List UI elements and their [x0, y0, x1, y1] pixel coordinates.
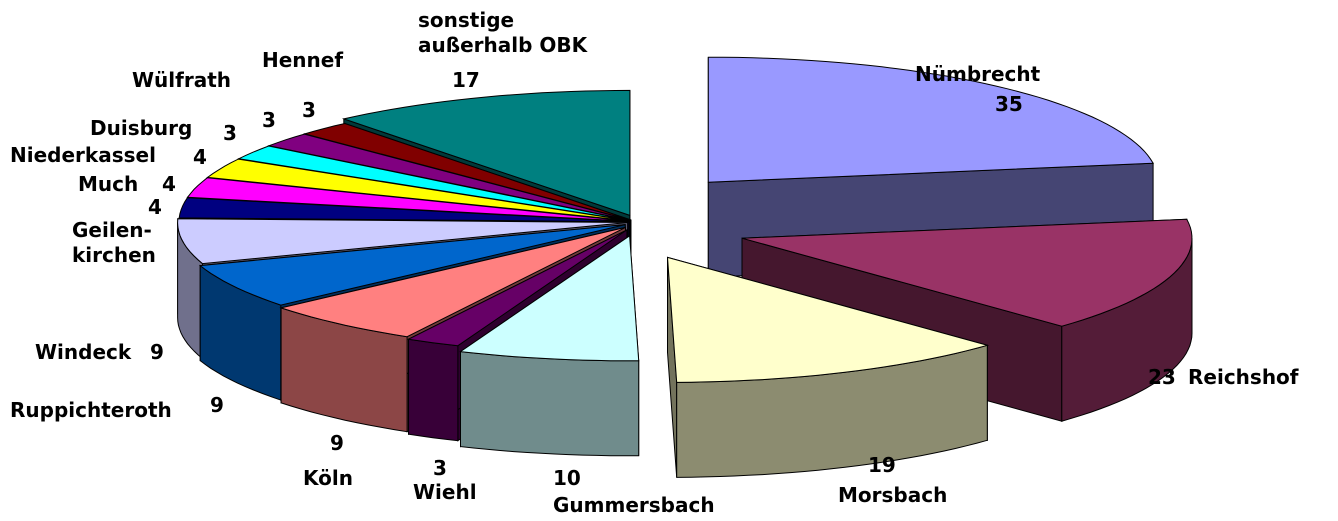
slice-top: [186, 177, 630, 222]
slice-name: Reichshof: [1188, 365, 1299, 389]
slice: [459, 234, 640, 457]
slice-name: Geilen- kirchen: [72, 218, 156, 267]
slice-name: Duisburg: [90, 116, 193, 140]
slice: [666, 256, 990, 478]
slice-value: 19: [868, 453, 896, 477]
slice-value: 3: [262, 108, 276, 132]
slice-top: [177, 218, 628, 265]
slice-value: 4: [148, 195, 162, 219]
slice-name: Nümbrecht: [915, 62, 1041, 86]
slice-name: Wülfrath: [132, 68, 232, 92]
slice-value: 10: [553, 466, 581, 490]
slice-value: 3: [223, 121, 237, 145]
slice-top: [406, 229, 628, 347]
slice-top: [341, 89, 631, 217]
slice-top: [459, 234, 640, 362]
slice-name: Windeck: [35, 340, 132, 364]
slice-value: 23: [1148, 365, 1176, 389]
slice-name: Köln: [303, 466, 353, 490]
slice-name: Niederkassel: [10, 143, 156, 167]
slice-name: Ruppichteroth: [10, 398, 172, 422]
slice-wall: [408, 338, 459, 442]
slice-top: [279, 226, 626, 338]
slice-value: 9: [150, 340, 164, 364]
slice-top: [178, 197, 630, 223]
slice-name: sonstige außerhalb OBK: [418, 8, 588, 57]
slice-value: 35: [995, 92, 1023, 116]
slice-value: 4: [193, 145, 207, 169]
slice-top: [206, 158, 630, 222]
slice-value: 17: [452, 68, 480, 92]
slice-name: Hennef: [262, 48, 344, 72]
slice-value: 3: [433, 456, 447, 480]
slice-name: Gummersbach: [553, 493, 715, 517]
slice-name: Morsbach: [838, 483, 948, 507]
slice-value: 3: [302, 98, 316, 122]
slice-value: 4: [162, 172, 176, 196]
slice-top: [666, 256, 990, 383]
slice-top: [198, 224, 626, 306]
slice-name: Much: [78, 172, 139, 196]
slice-top: [741, 218, 1193, 327]
slice-value: 9: [210, 393, 224, 417]
slice-value: 9: [330, 431, 344, 455]
slice-top: [707, 56, 1154, 183]
slice-name: Wiehl: [413, 480, 477, 504]
slice-wall: [460, 351, 640, 457]
